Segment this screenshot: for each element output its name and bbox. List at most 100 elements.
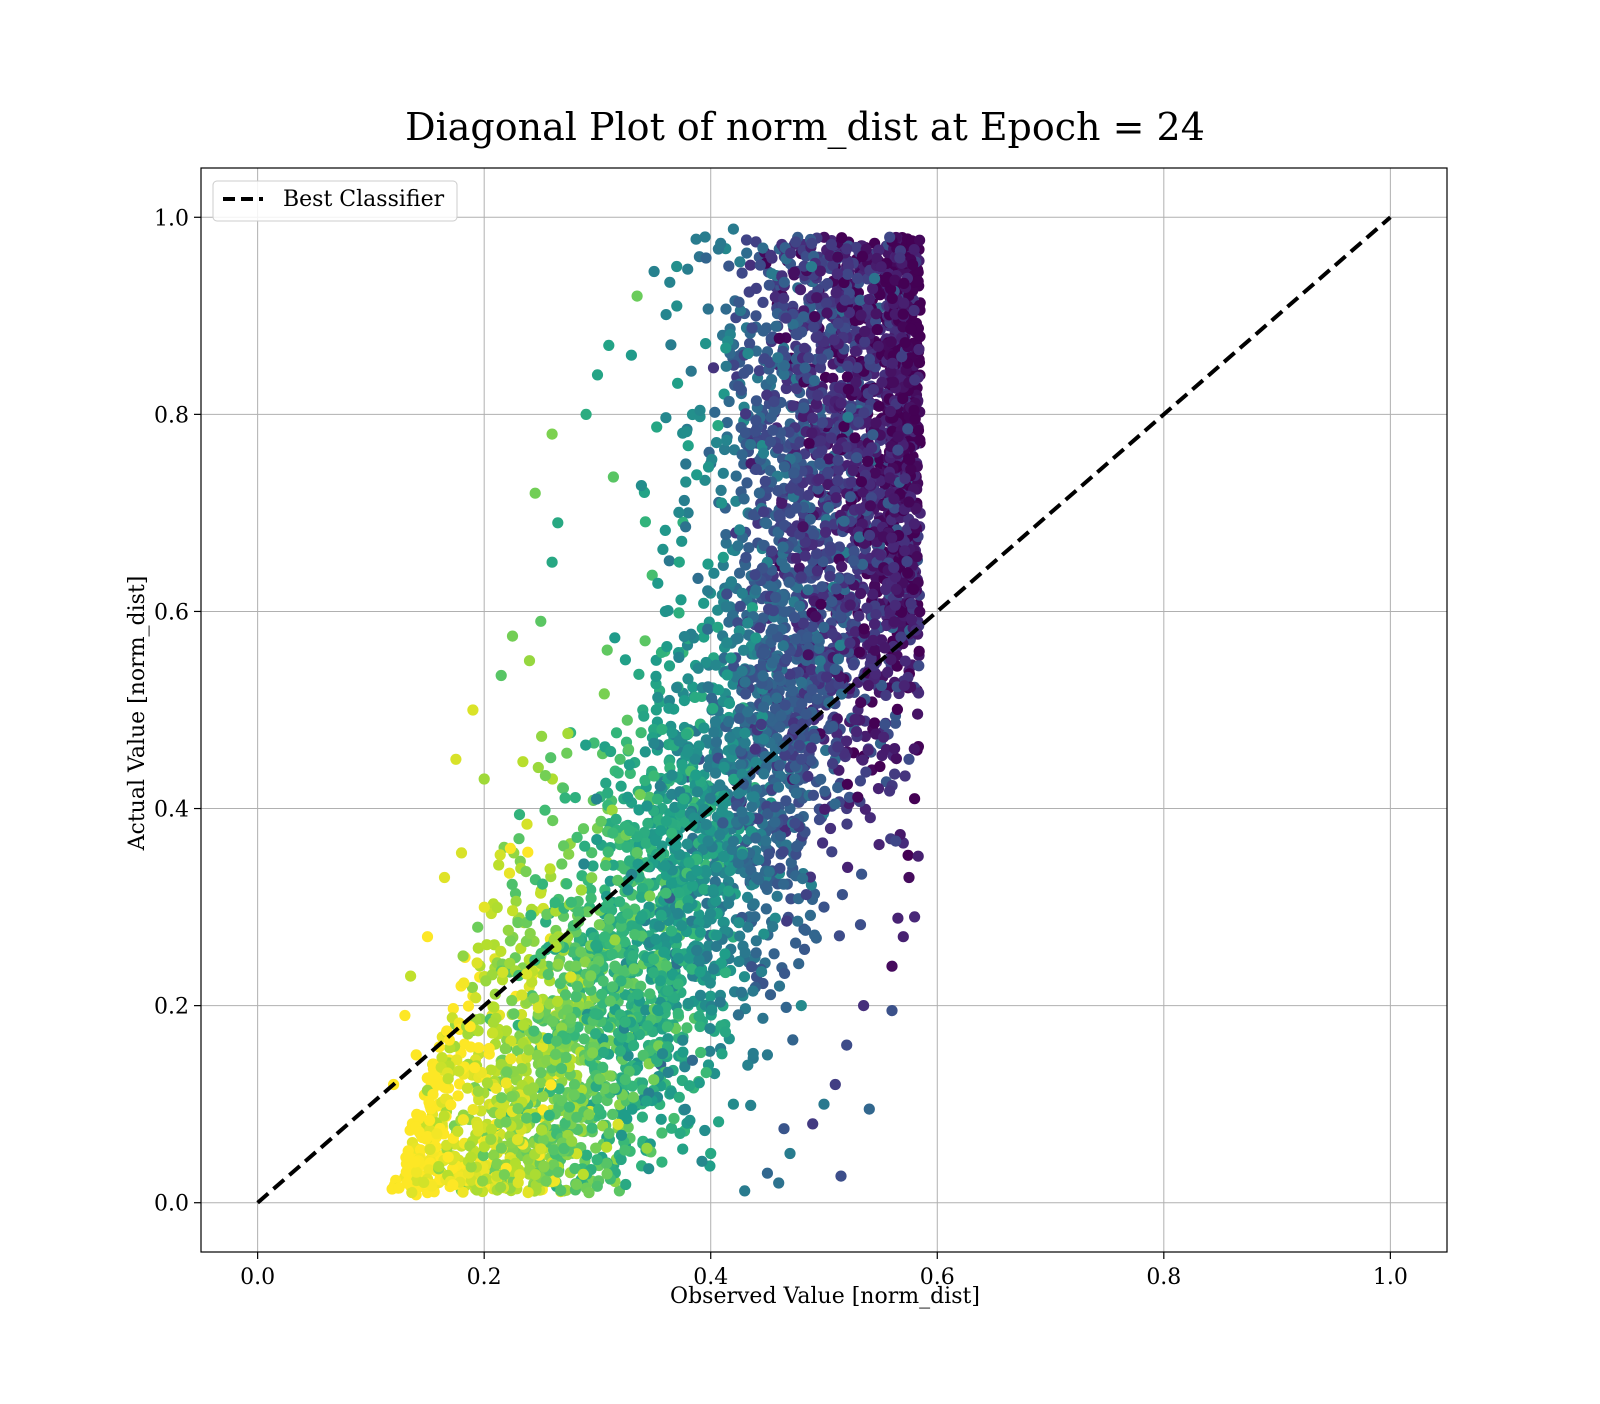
data-point [530,488,541,499]
data-point [745,439,756,450]
data-point [774,863,785,874]
data-point [479,902,490,913]
data-point [525,928,536,939]
data-point [707,703,718,714]
data-point [734,524,745,535]
data-point [767,425,778,436]
data-point [558,783,569,794]
data-point [480,975,491,986]
data-point [640,516,651,527]
data-point [458,1114,469,1125]
chart-title: Diagonal Plot of norm_dist at Epoch = 24 [405,105,1205,150]
data-point [780,750,791,761]
data-point [812,390,823,401]
data-point [572,832,583,843]
data-point [506,995,517,1006]
data-point [553,1167,564,1178]
data-point [724,698,735,709]
data-point [605,746,616,757]
data-point [745,1100,756,1111]
data-point [628,1092,639,1103]
data-point [847,465,858,476]
data-point [808,529,819,540]
data-point [886,532,897,543]
data-point [874,761,885,772]
data-point [796,677,807,688]
data-point [505,1053,516,1064]
data-point [495,1182,506,1193]
data-point [620,654,631,665]
data-point [598,1047,609,1058]
data-point [761,903,772,914]
data-point [652,692,663,703]
data-point [887,542,898,553]
data-point [411,1167,422,1178]
data-point [750,832,761,843]
data-point [523,1044,534,1055]
data-point [778,846,789,857]
data-point [409,1157,420,1168]
data-point [593,1104,604,1115]
data-point [662,985,673,996]
data-point [632,291,643,302]
data-point [723,261,734,272]
data-point [899,680,910,691]
data-point [837,889,848,900]
data-point [687,1055,698,1066]
data-point [873,783,884,794]
data-point [733,1009,744,1020]
data-point [812,633,823,644]
data-point [870,609,881,620]
data-point [682,839,693,850]
data-point [785,248,796,259]
data-point [691,469,702,480]
data-point [819,804,830,815]
data-point [673,507,684,518]
data-point [913,276,924,287]
data-point [825,545,836,556]
data-point [690,769,701,780]
data-point [711,862,722,873]
data-point [886,1005,897,1016]
data-point [656,1127,667,1138]
data-point [504,868,515,879]
data-point [692,786,703,797]
data-point [701,1067,712,1078]
data-point [811,292,822,303]
data-point [501,1066,512,1077]
data-point [713,1116,724,1127]
data-point [721,637,732,648]
data-point [642,1020,653,1031]
data-point [594,919,605,930]
data-point [734,931,745,942]
data-point [613,1119,624,1130]
data-point [845,599,856,610]
data-point [781,916,792,927]
scatter-points [387,224,926,1201]
data-point [761,518,772,529]
data-point [798,311,809,322]
data-point [737,666,748,677]
data-point [721,361,732,372]
data-point [576,884,587,895]
data-point [467,704,478,715]
data-point [550,897,561,908]
data-point [507,631,518,642]
data-point [892,704,903,715]
data-point [677,1144,688,1155]
data-point [611,727,622,738]
data-point [791,503,802,514]
data-point [885,654,896,665]
data-point [602,645,613,656]
data-point [518,1019,529,1030]
data-point [836,561,847,572]
data-point [790,236,801,247]
data-point [818,1099,829,1110]
data-point [745,260,756,271]
data-point [694,1021,705,1032]
data-point [827,758,838,769]
data-point [741,248,752,259]
data-point [723,716,734,727]
data-point [636,727,647,738]
data-point [868,635,879,646]
